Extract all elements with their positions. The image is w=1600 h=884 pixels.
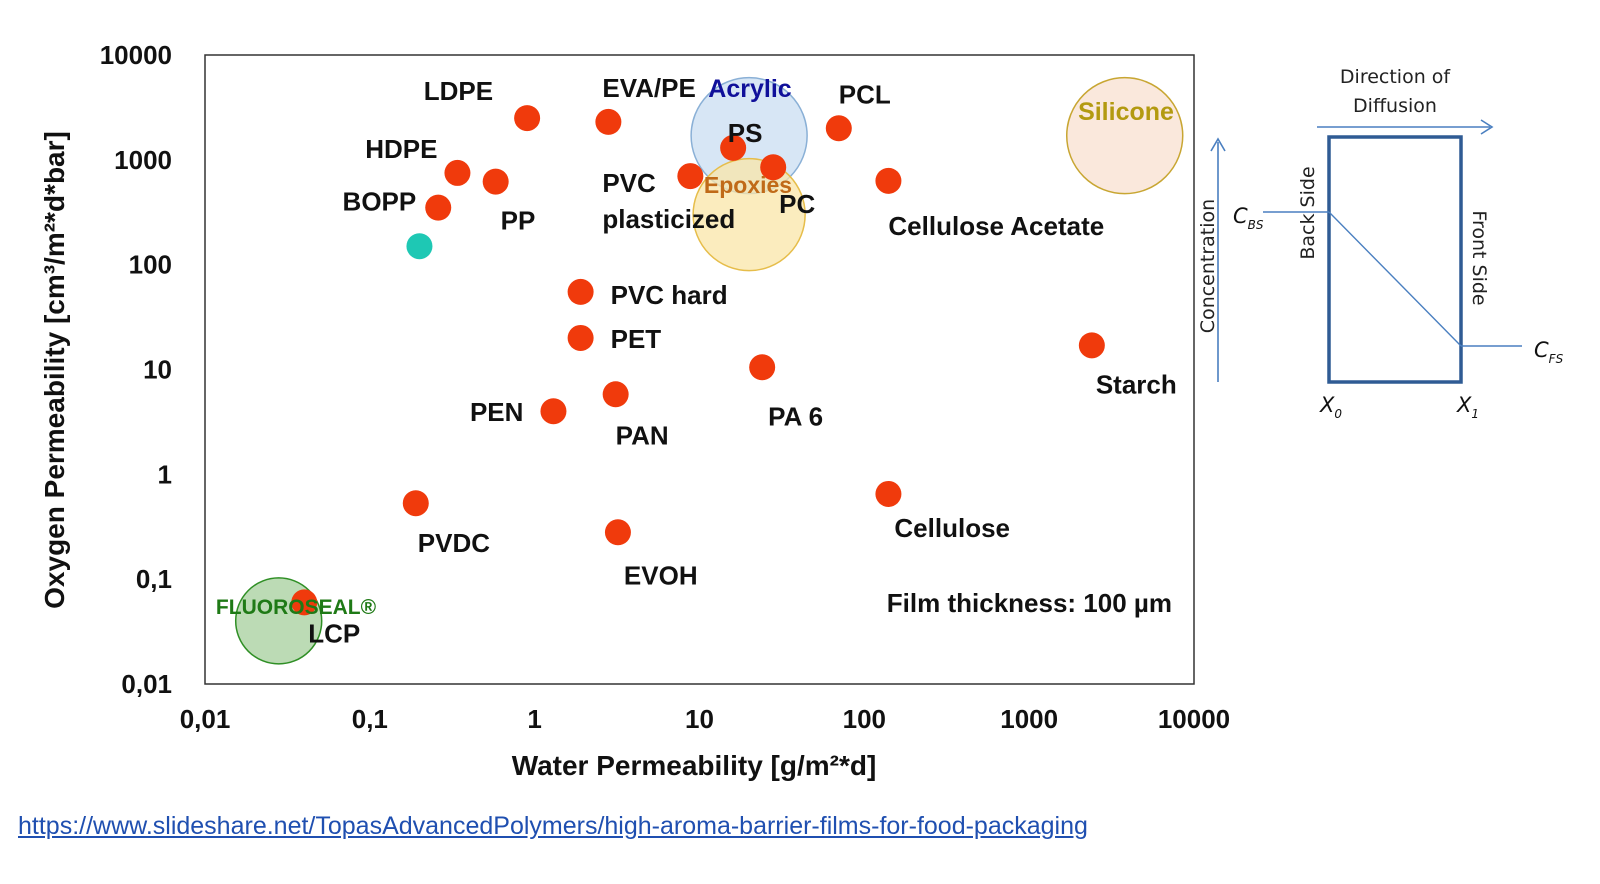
data-point [567,278,594,305]
data-point [825,115,852,142]
data-point [444,159,471,186]
point-labels: LDPE EVA/PE PCL HDPE PP BOPP PVC plasticized PS P… [308,73,1177,649]
point-label: Starch [1096,369,1177,399]
x-tick-label: 0,1 [352,704,388,734]
y-tick-label: 100 [129,250,172,280]
x-tick-label: 0,01 [180,704,231,734]
data-point [677,163,704,190]
data-point [514,105,541,132]
y-tick-label: 1 [158,459,172,489]
region-bubbles [234,76,1184,665]
data-point [595,108,622,135]
concentration-gradient-line [1328,211,1462,347]
data-point [602,381,629,408]
point-label: Cellulose Acetate [888,211,1104,241]
data-point [482,168,509,195]
diffusion-diagram: Direction of Diffusion Concentration Bac… [1197,66,1564,421]
data-points [291,105,1105,616]
y-tick-label: 10 [143,355,172,385]
diffusion-arrow-head [1480,119,1494,135]
x0-label: X0 [1319,393,1342,421]
back-side-label: Back Side [1297,166,1319,259]
x-axis-ticks: 0,01 0,1 1 10 100 1000 10000 [180,704,1230,734]
point-label: PC [779,189,815,219]
data-point [749,354,776,381]
x-tick-label: 1000 [1000,704,1058,734]
x-tick-label: 100 [843,704,886,734]
x-axis-title: Water Permeability [g/m²*d] [512,750,877,781]
point-label: PA 6 [768,401,823,431]
x-tick-label: 1 [527,704,541,734]
region-label: Acrylic [708,75,791,103]
data-point [425,194,452,221]
direction-label-line1: Direction of [1340,66,1451,88]
data-point [402,490,429,517]
data-point [875,480,902,507]
y-tick-label: 10000 [100,40,172,70]
film-thickness-annotation: Film thickness: 100 µm [887,588,1172,618]
data-point [406,233,433,260]
data-point [604,519,631,546]
y-axis-ticks: 0,01 0,1 1 10 100 1000 10000 [100,40,172,699]
point-label: PVC hard [611,280,728,310]
data-point [567,324,594,351]
data-point [760,154,787,181]
point-label: Cellulose [894,513,1010,543]
region-label: Epoxies [704,172,792,198]
c-fs-label: CFS [1534,338,1564,366]
data-point [720,134,747,161]
data-point [1078,332,1105,359]
point-label: PS [728,118,763,148]
point-label: HDPE [365,134,437,164]
region-label: FLUOROSEAL® [216,596,377,619]
c-bs-label: CBS [1233,204,1264,232]
x1-label: X1 [1456,393,1479,421]
region-label: Silicone [1078,98,1174,126]
point-label: PP [501,206,536,236]
region-labels: Acrylic Epoxies Silicone FLUOROSEAL® [216,75,1174,619]
point-label: EVA/PE [602,73,695,103]
point-label: LCP [308,618,360,648]
x-tick-label: 10 [685,704,714,734]
region-bubble [1065,76,1184,195]
concentration-label: Concentration [1197,199,1219,333]
y-tick-label: 0,01 [121,669,172,699]
region-bubble [692,157,806,272]
film-cross-section [1327,135,1463,384]
point-label: PCL [839,79,891,109]
y-tick-label: 0,1 [136,564,172,594]
point-label: PVC [602,168,656,198]
y-axis-title: Oxygen Permeability [cm³/m²*d*bar] [39,131,70,609]
front-side-label: Front Side [1468,210,1490,305]
point-label: plasticized [602,204,735,234]
point-label: EVOH [624,560,698,590]
data-point [540,398,567,425]
point-label: PAN [616,420,669,450]
point-label: PVDC [418,528,490,558]
source-link[interactable]: https://www.slideshare.net/TopasAdvanced… [18,812,1088,840]
point-label: PET [611,324,662,354]
data-point [875,167,902,194]
data-point [291,589,318,616]
direction-label-line2: Diffusion [1353,95,1437,117]
x-tick-label: 10000 [1158,704,1230,734]
point-label: LDPE [424,76,493,106]
point-label: PEN [470,397,523,427]
concentration-arrow-head [1210,137,1226,152]
y-tick-label: 1000 [114,145,172,175]
point-label: BOPP [343,187,417,217]
